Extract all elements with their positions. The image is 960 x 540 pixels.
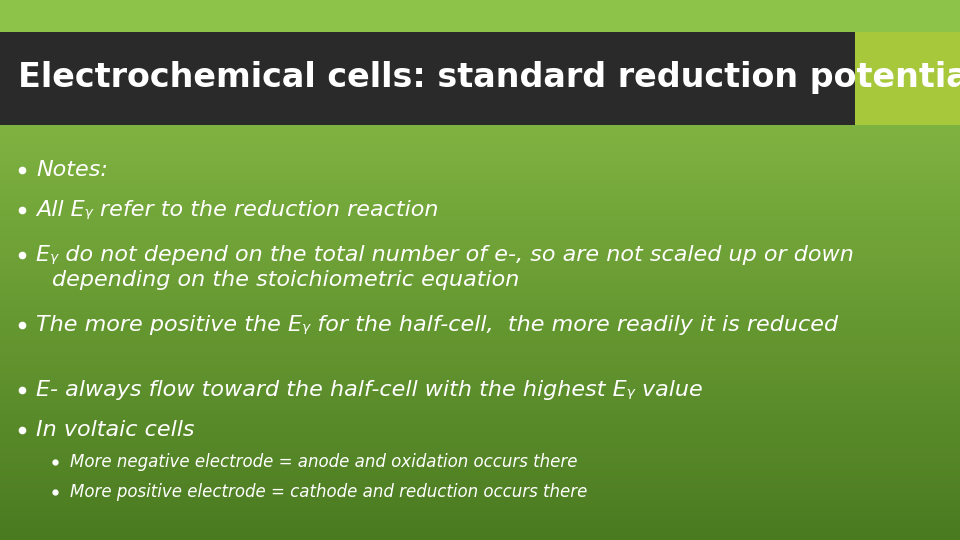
Text: More positive electrode = cathode and reduction occurs there: More positive electrode = cathode and re… xyxy=(70,483,588,501)
Text: All Eᵧ refer to the reduction reaction: All Eᵧ refer to the reduction reaction xyxy=(36,200,439,220)
Text: In voltaic cells: In voltaic cells xyxy=(36,420,195,440)
Bar xyxy=(855,30,960,125)
Text: Electrochemical cells: standard reduction potentials: Electrochemical cells: standard reductio… xyxy=(18,61,960,94)
Text: depending on the stoichiometric equation: depending on the stoichiometric equation xyxy=(52,270,519,290)
Text: Notes:: Notes: xyxy=(36,160,108,180)
Text: E- always flow toward the half-cell with the highest Eᵧ value: E- always flow toward the half-cell with… xyxy=(36,380,703,400)
Text: Eᵧ do not depend on the total number of e-, so are not scaled up or down: Eᵧ do not depend on the total number of … xyxy=(36,245,853,265)
Text: The more positive the Eᵧ for the half-cell,  the more readily it is reduced: The more positive the Eᵧ for the half-ce… xyxy=(36,315,838,335)
Bar xyxy=(0,30,960,125)
Text: More negative electrode = anode and oxidation occurs there: More negative electrode = anode and oxid… xyxy=(70,453,578,471)
Bar xyxy=(0,0,960,32)
